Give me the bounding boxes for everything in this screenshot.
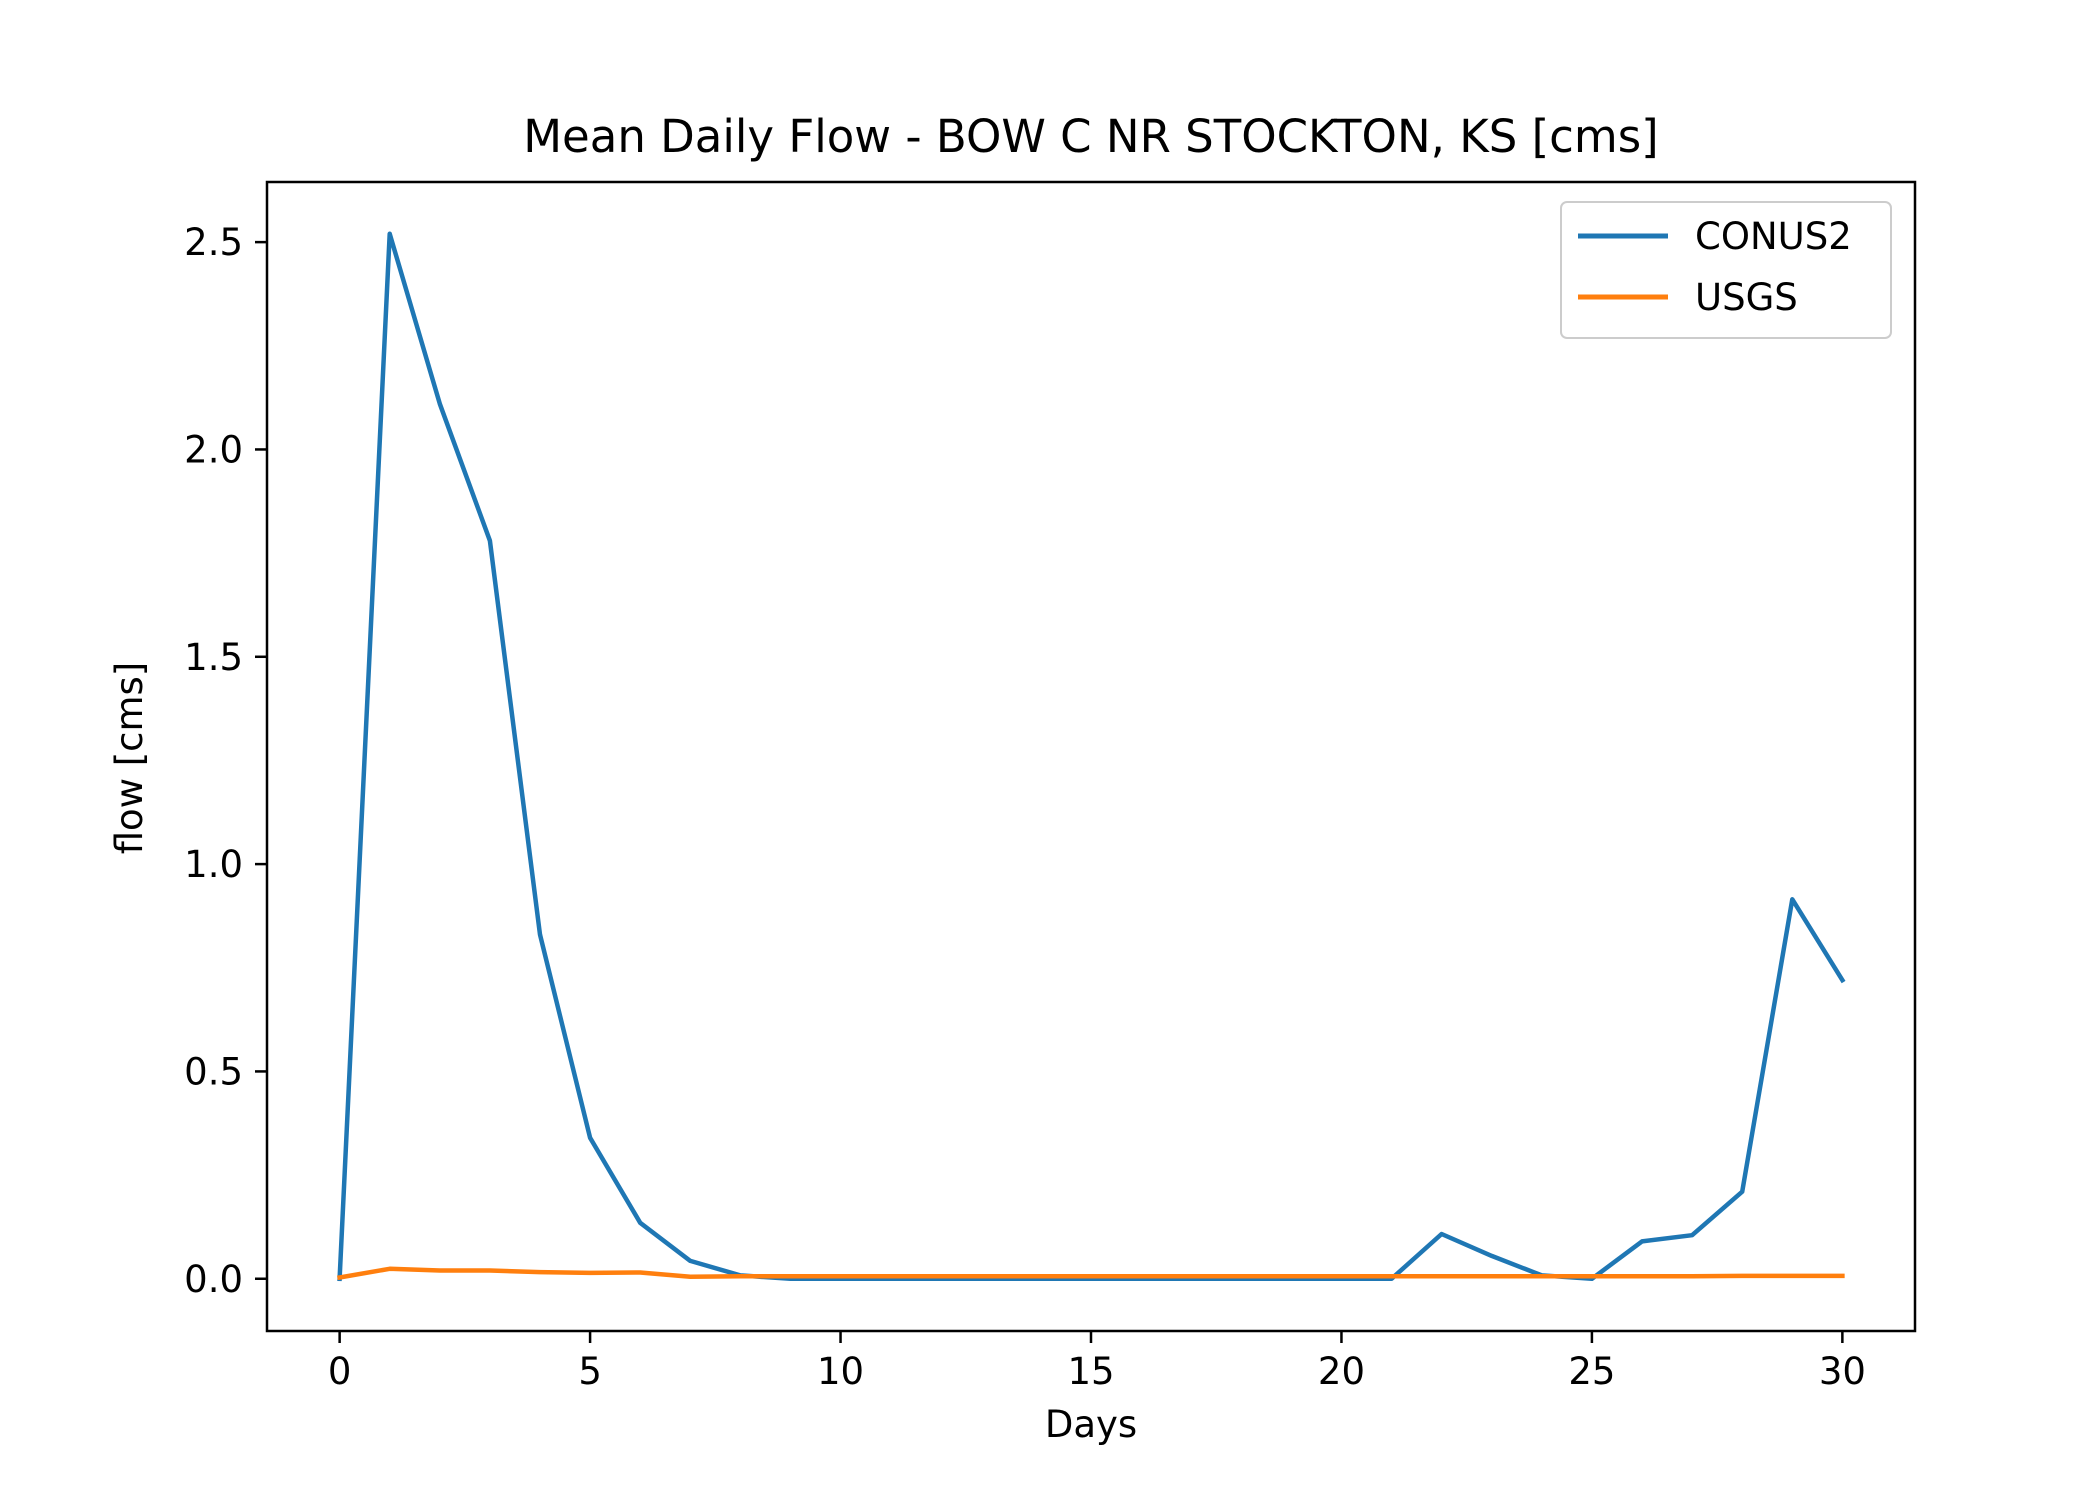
y-tick-label: 1.5 bbox=[184, 636, 243, 679]
y-axis-title: flow [cms] bbox=[108, 662, 151, 855]
x-tick-label: 5 bbox=[578, 1350, 602, 1393]
x-tick-label: 15 bbox=[1067, 1350, 1114, 1393]
x-tick-label: 25 bbox=[1568, 1350, 1615, 1393]
series-line-conus2 bbox=[337, 231, 1846, 1282]
x-tick-label: 10 bbox=[817, 1350, 864, 1393]
series-line-usgs bbox=[336, 1266, 1845, 1281]
x-tick-label: 30 bbox=[1819, 1350, 1866, 1393]
x-axis-title: Days bbox=[1045, 1403, 1137, 1446]
y-tick-label: 0.0 bbox=[184, 1258, 243, 1301]
y-tick-label: 0.5 bbox=[184, 1050, 243, 1093]
y-tick-label: 1.0 bbox=[184, 843, 243, 886]
legend-label-conus2: CONUS2 bbox=[1695, 215, 1852, 258]
x-tick-label: 0 bbox=[328, 1350, 352, 1393]
legend: CONUS2 USGS bbox=[1560, 201, 1892, 339]
y-tick-label: 2.5 bbox=[184, 221, 243, 264]
y-tick-label: 2.0 bbox=[184, 428, 243, 471]
chart-title: Mean Daily Flow - BOW C NR STOCKTON, KS … bbox=[523, 110, 1659, 163]
x-tick-label: 20 bbox=[1318, 1350, 1365, 1393]
legend-label-usgs: USGS bbox=[1695, 276, 1798, 319]
y-axis-ticks: 0.0 0.5 1.0 1.5 2.0 2.5 bbox=[184, 221, 267, 1301]
x-axis-ticks: 0 5 10 15 20 25 30 bbox=[328, 1331, 1866, 1393]
